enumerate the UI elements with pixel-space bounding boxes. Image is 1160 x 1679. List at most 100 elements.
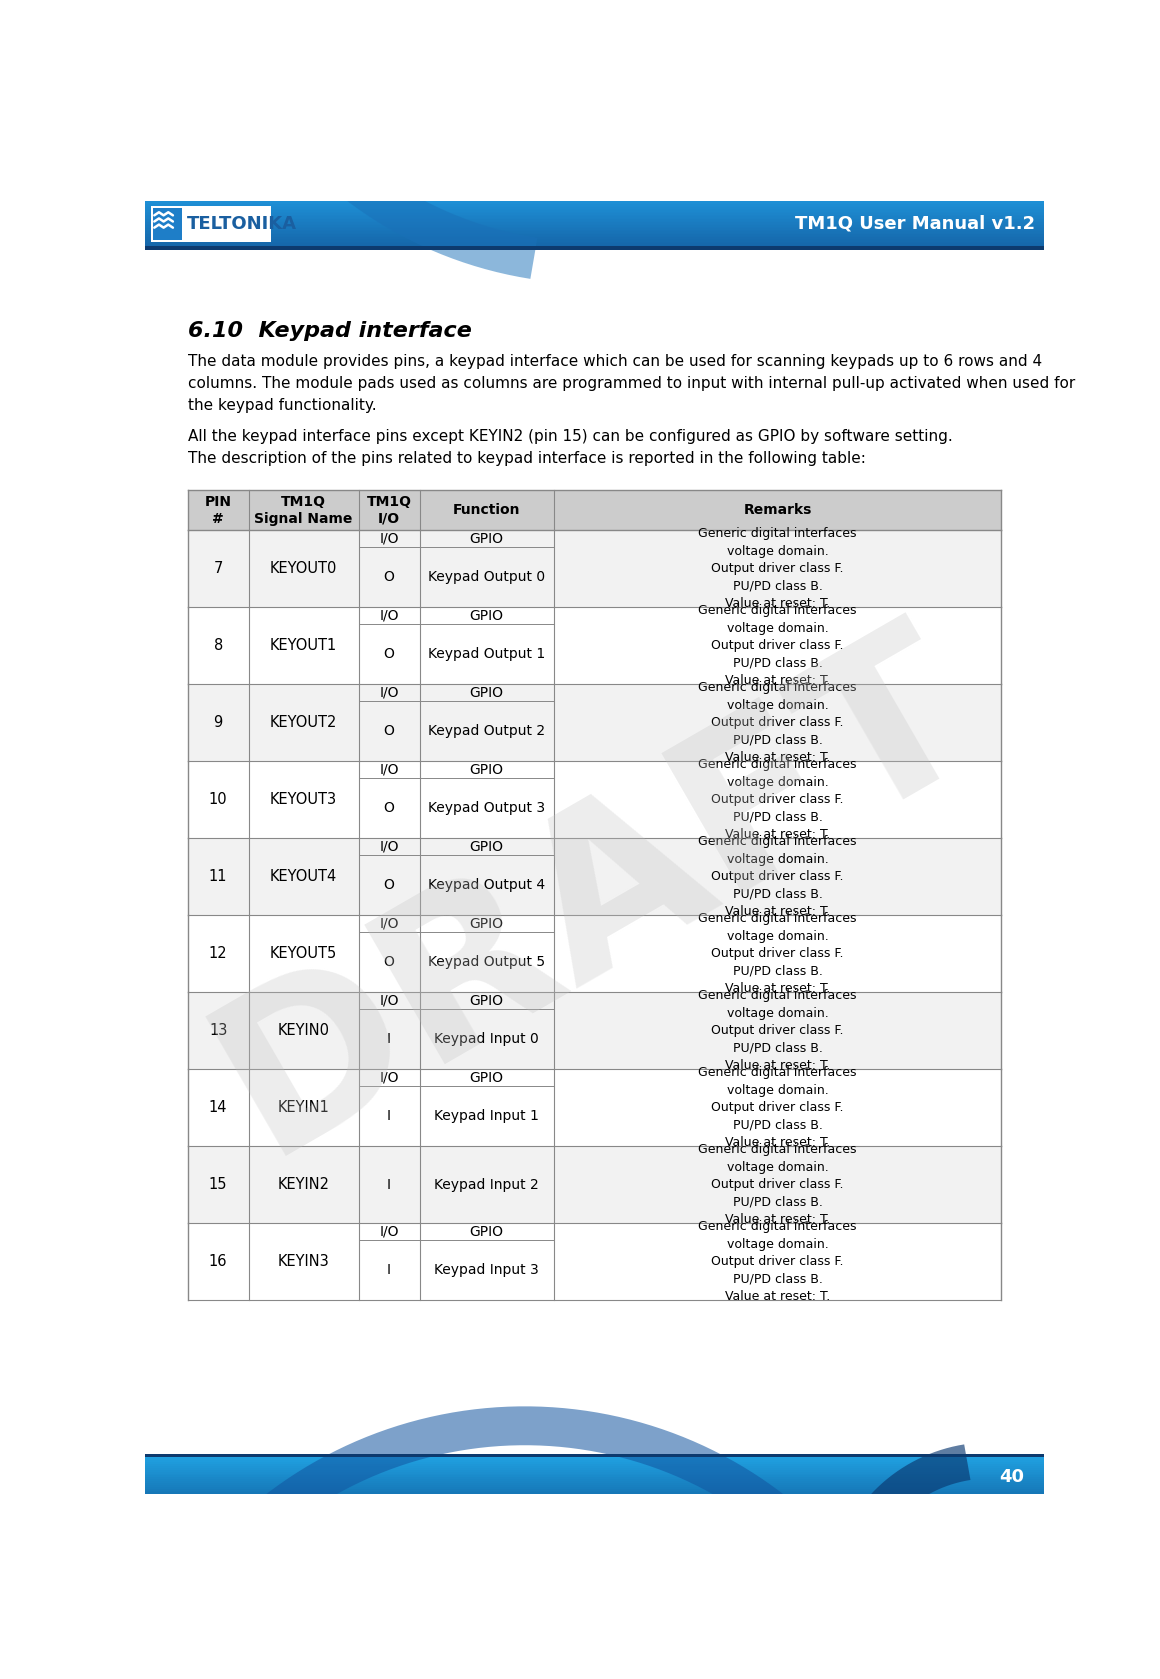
Text: I/O: I/O: [379, 1224, 399, 1239]
Bar: [145, 1484, 1044, 1488]
Text: GPIO: GPIO: [470, 994, 503, 1007]
Text: 13: 13: [209, 1023, 227, 1038]
Bar: [145, 222, 1044, 225]
Text: PIN
#: PIN #: [204, 495, 232, 526]
Text: TM1Q
I/O: TM1Q I/O: [367, 495, 412, 526]
Text: 9: 9: [213, 715, 223, 730]
Text: Keypad Output 5: Keypad Output 5: [428, 955, 545, 969]
Text: GPIO: GPIO: [470, 609, 503, 623]
Text: I: I: [387, 1110, 391, 1123]
Text: 40: 40: [1000, 1467, 1024, 1486]
Bar: [145, 223, 1044, 227]
Bar: [145, 1454, 1044, 1457]
Bar: [145, 1478, 1044, 1479]
Text: KEYOUT5: KEYOUT5: [270, 947, 338, 962]
Bar: [145, 237, 1044, 240]
Text: Generic digital interfaces
voltage domain.
Output driver class F.
PU/PD class B.: Generic digital interfaces voltage domai…: [698, 604, 857, 687]
Text: GPIO: GPIO: [470, 840, 503, 853]
Bar: [145, 201, 1044, 203]
Text: Keypad Input 1: Keypad Input 1: [434, 1110, 539, 1123]
Text: Keypad Input 3: Keypad Input 3: [434, 1263, 539, 1278]
Text: 11: 11: [209, 870, 227, 885]
Text: 16: 16: [209, 1254, 227, 1269]
Bar: [145, 207, 1044, 208]
Bar: [145, 235, 1044, 237]
Text: I/O: I/O: [379, 1071, 399, 1085]
Text: Generic digital interfaces
voltage domain.
Output driver class F.
PU/PD class B.: Generic digital interfaces voltage domai…: [698, 682, 857, 764]
Text: DRAFT: DRAFT: [181, 594, 1008, 1195]
Bar: [188, 1147, 1001, 1224]
Text: O: O: [384, 878, 394, 892]
Text: KEYOUT0: KEYOUT0: [270, 561, 338, 576]
Bar: [145, 242, 1044, 243]
Text: Keypad Output 3: Keypad Output 3: [428, 801, 545, 816]
Text: 14: 14: [209, 1100, 227, 1115]
Text: GPIO: GPIO: [470, 532, 503, 546]
Text: I/O: I/O: [379, 994, 399, 1007]
Bar: [188, 992, 1001, 1070]
Bar: [145, 1489, 1044, 1491]
Bar: [145, 217, 1044, 218]
Bar: [188, 531, 1001, 608]
Text: Remarks: Remarks: [744, 504, 812, 517]
Bar: [145, 1472, 1044, 1474]
Text: All the keypad interface pins except KEYIN2 (pin 15) can be configured as GPIO b: All the keypad interface pins except KEY…: [188, 428, 952, 465]
Bar: [145, 1466, 1044, 1469]
Bar: [188, 1224, 1001, 1300]
Text: Generic digital interfaces
voltage domain.
Output driver class F.
PU/PD class B.: Generic digital interfaces voltage domai…: [698, 1221, 857, 1303]
Bar: [145, 218, 1044, 220]
Text: Generic digital interfaces
voltage domain.
Output driver class F.
PU/PD class B.: Generic digital interfaces voltage domai…: [698, 912, 857, 996]
Bar: [145, 220, 1044, 222]
Text: I/O: I/O: [379, 532, 399, 546]
Bar: [145, 228, 1044, 230]
Bar: [145, 1479, 1044, 1483]
Text: KEYOUT2: KEYOUT2: [270, 715, 338, 730]
Bar: [145, 1469, 1044, 1472]
Bar: [145, 215, 1044, 217]
Text: Generic digital interfaces
voltage domain.
Output driver class F.
PU/PD class B.: Generic digital interfaces voltage domai…: [698, 1143, 857, 1226]
Bar: [145, 243, 1044, 245]
Text: Generic digital interfaces
voltage domain.
Output driver class F.
PU/PD class B.: Generic digital interfaces voltage domai…: [698, 989, 857, 1073]
Text: GPIO: GPIO: [470, 1071, 503, 1085]
Text: I/O: I/O: [379, 685, 399, 700]
Bar: [145, 212, 1044, 215]
Bar: [145, 230, 1044, 232]
Text: Function: Function: [452, 504, 521, 517]
Bar: [188, 1070, 1001, 1147]
Bar: [145, 210, 1044, 213]
Text: Keypad Output 2: Keypad Output 2: [428, 724, 545, 739]
Text: I/O: I/O: [379, 762, 399, 777]
Bar: [145, 1462, 1044, 1464]
Bar: [145, 232, 1044, 233]
Text: 15: 15: [209, 1177, 227, 1192]
Bar: [145, 1481, 1044, 1484]
Text: TELTONIKA: TELTONIKA: [187, 215, 297, 233]
Text: KEYIN1: KEYIN1: [277, 1100, 329, 1115]
Text: KEYOUT3: KEYOUT3: [270, 792, 338, 808]
Bar: [188, 915, 1001, 992]
Bar: [145, 233, 1044, 235]
Bar: [145, 235, 1044, 238]
Bar: [145, 227, 1044, 228]
Text: Keypad Output 1: Keypad Output 1: [428, 646, 545, 662]
Text: 6.10  Keypad interface: 6.10 Keypad interface: [188, 321, 471, 341]
Bar: [145, 213, 1044, 215]
Bar: [145, 1474, 1044, 1476]
Bar: [145, 1464, 1044, 1467]
Text: GPIO: GPIO: [470, 762, 503, 777]
Bar: [188, 608, 1001, 685]
Text: TM1Q User Manual v1.2: TM1Q User Manual v1.2: [795, 215, 1035, 233]
Bar: [188, 838, 1001, 915]
Bar: [145, 247, 1044, 250]
Text: O: O: [384, 955, 394, 969]
Text: Keypad Output 4: Keypad Output 4: [428, 878, 545, 892]
Bar: [188, 490, 1001, 531]
Text: Generic digital interfaces
voltage domain.
Output driver class F.
PU/PD class B.: Generic digital interfaces voltage domai…: [698, 834, 857, 918]
Bar: [145, 1461, 1044, 1462]
Text: I: I: [387, 1263, 391, 1278]
Text: I: I: [387, 1177, 391, 1192]
Text: TM1Q
Signal Name: TM1Q Signal Name: [254, 495, 353, 526]
Text: The data module provides pins, a keypad interface which can be used for scanning: The data module provides pins, a keypad …: [188, 354, 1075, 413]
Text: 10: 10: [209, 792, 227, 808]
Text: Keypad Input 0: Keypad Input 0: [434, 1033, 539, 1046]
